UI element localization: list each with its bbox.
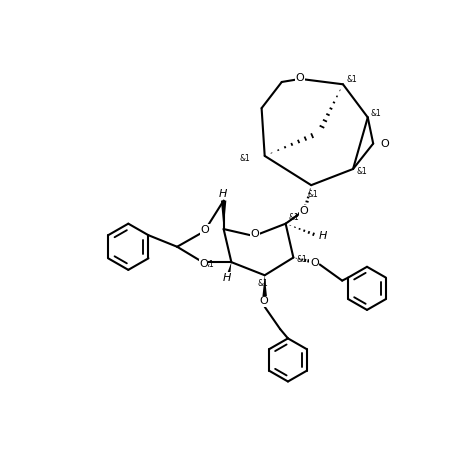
Text: &1: &1: [307, 190, 318, 199]
Text: O: O: [299, 206, 308, 216]
Text: O: O: [199, 259, 207, 270]
Text: &1: &1: [346, 75, 357, 84]
Polygon shape: [225, 262, 231, 279]
Text: O: O: [250, 229, 258, 239]
Text: &1: &1: [203, 260, 214, 269]
Text: &1: &1: [257, 279, 268, 288]
Text: H: H: [222, 272, 230, 283]
Text: O: O: [379, 139, 388, 149]
Text: H: H: [218, 189, 227, 199]
Text: &1: &1: [355, 167, 366, 176]
Text: O: O: [294, 73, 303, 83]
Text: O: O: [259, 296, 268, 306]
Text: H: H: [318, 231, 326, 241]
Text: &1: &1: [288, 213, 299, 222]
Polygon shape: [262, 275, 267, 301]
Text: O: O: [309, 258, 318, 268]
Text: &1: &1: [296, 255, 307, 264]
Polygon shape: [220, 200, 226, 229]
Text: &1: &1: [370, 109, 381, 118]
Text: O: O: [200, 225, 209, 235]
Text: &1: &1: [239, 154, 250, 163]
